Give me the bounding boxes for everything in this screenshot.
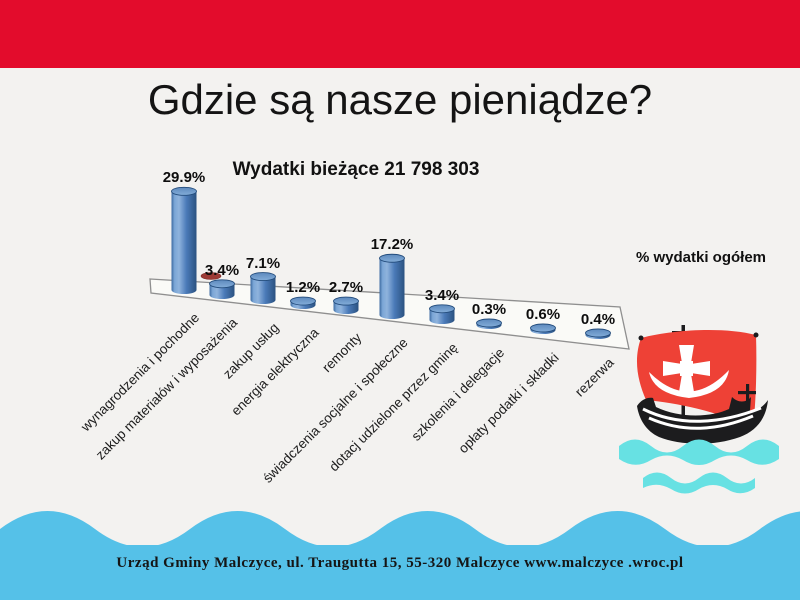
- bar-top-cap-4: [290, 296, 316, 306]
- wave-border: [0, 511, 800, 548]
- bar-cylinder-6: [379, 258, 405, 319]
- bar-top-cap-2: [209, 279, 235, 289]
- cross-icon: [663, 345, 710, 392]
- sail-icon: [636, 329, 757, 428]
- municipality-logo: [619, 325, 779, 494]
- hull-plank-line-1: [642, 406, 762, 423]
- stern-post: [746, 384, 750, 410]
- logo-wave-lower: [643, 472, 755, 494]
- bar-top-cap-8: [476, 318, 502, 328]
- sail-pin-right: [753, 332, 759, 338]
- bar-top-cap-6: [379, 253, 405, 263]
- red-marker-ellipse: [200, 272, 222, 280]
- slide-title: Gdzie są nasze pieniądze?: [147, 76, 653, 123]
- hull-plank-line-2: [648, 414, 754, 430]
- bar-cylinder-3: [250, 276, 276, 304]
- bar-top-cap-10: [585, 328, 611, 338]
- crescent-icon: [649, 370, 729, 398]
- top-red-band: [0, 0, 800, 68]
- footer-address: Urząd Gminy Malczyce, ul. Traugutta 15, …: [116, 555, 684, 571]
- stern-yard: [738, 391, 756, 395]
- chart-title: Wydatki bieżące 21 798 303: [232, 159, 480, 180]
- footer-banner: Urząd Gminy Malczyce, ul. Traugutta 15, …: [0, 545, 800, 600]
- bar-top-cap-7: [429, 304, 455, 314]
- logo-wave-upper: [619, 439, 779, 465]
- sail-pin-left: [638, 335, 644, 341]
- bar-top-cap-3: [250, 272, 276, 282]
- bar-top-cap-9: [530, 323, 556, 333]
- bar-top-cap-1: [171, 186, 197, 196]
- chart-legend: % wydatki ogółem: [635, 249, 767, 266]
- bar-cylinder-1: [171, 191, 197, 294]
- bar-top-cap-5: [333, 296, 359, 306]
